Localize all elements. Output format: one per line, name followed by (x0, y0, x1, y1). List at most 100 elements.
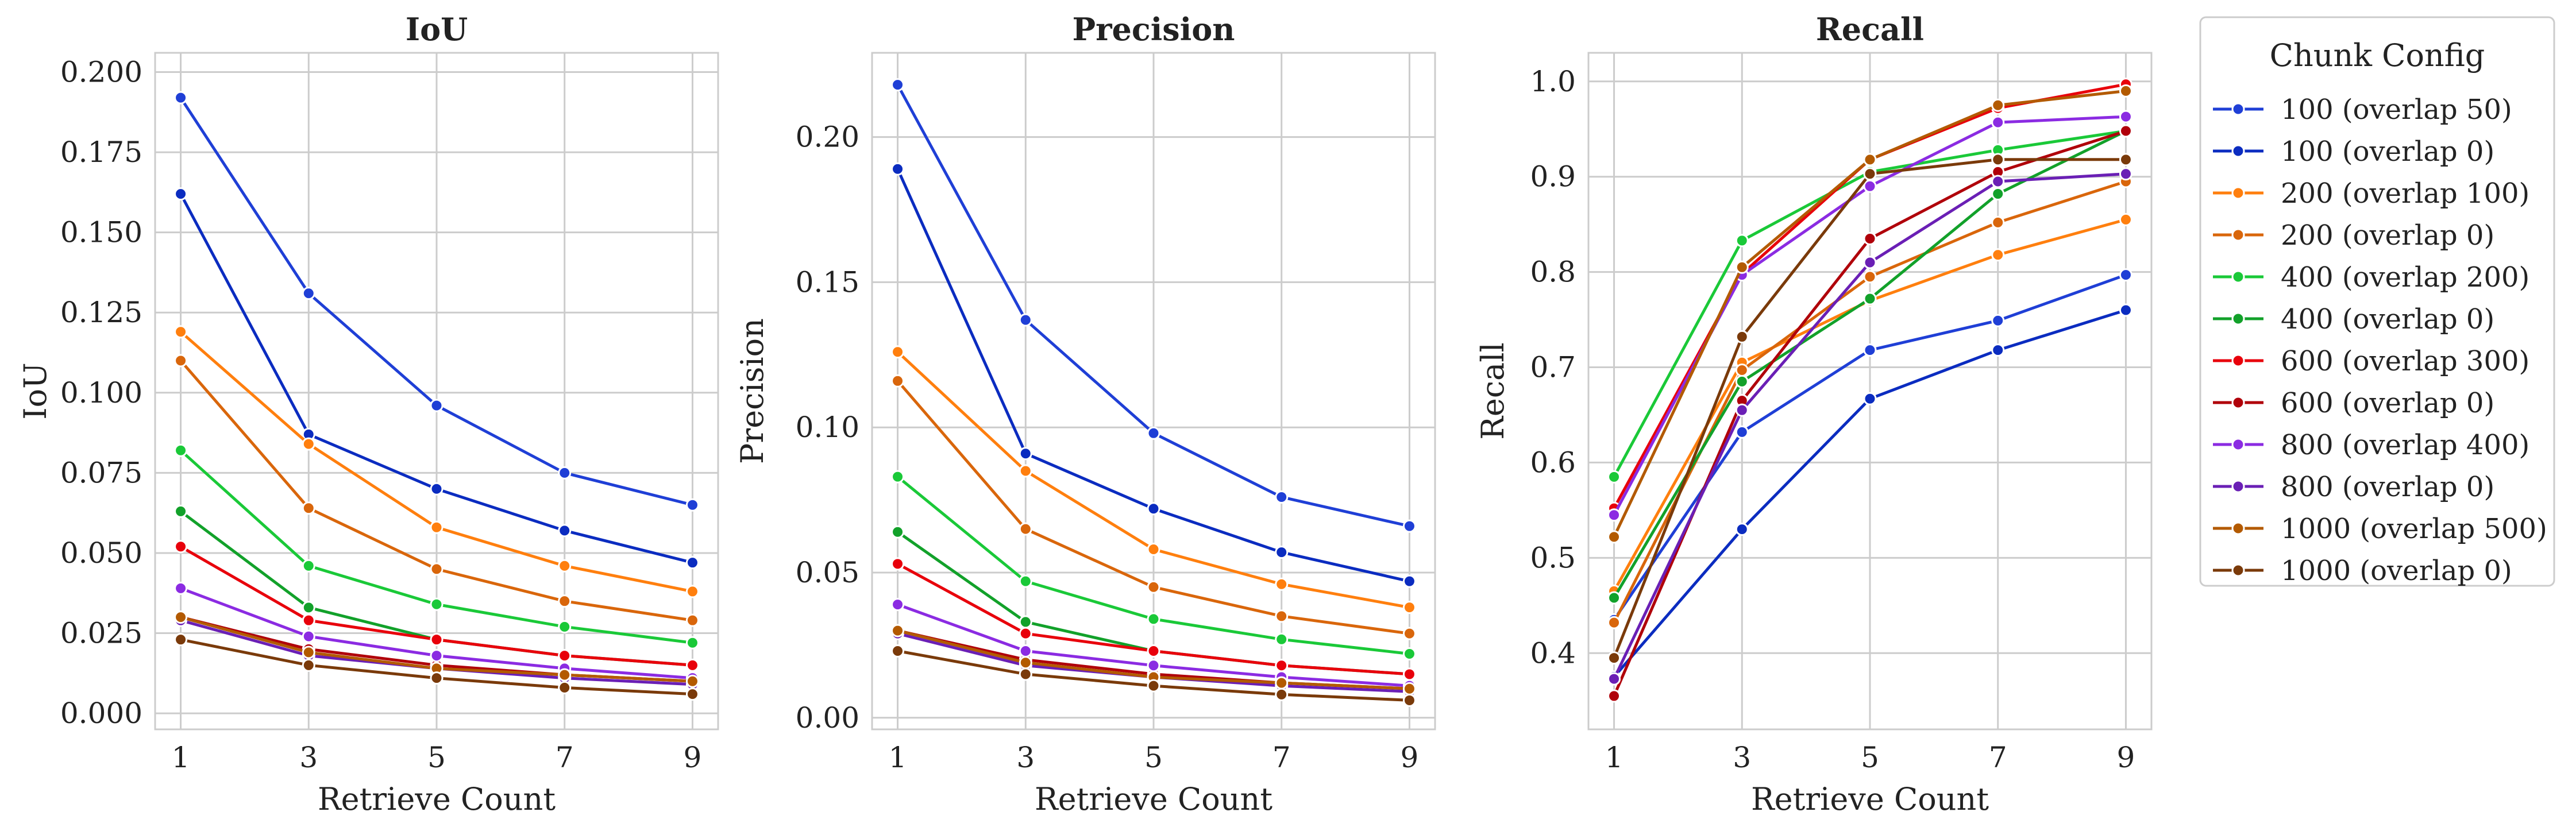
data-point (1275, 609, 1289, 623)
data-point (891, 78, 905, 92)
data-point (1607, 651, 1621, 665)
data-point (302, 613, 315, 627)
data-point (891, 644, 905, 658)
legend-entry: 600 (overlap 300) (2281, 345, 2529, 377)
legend-entry: 200 (overlap 0) (2281, 219, 2494, 252)
x-tick-label: 7 (1272, 741, 1291, 774)
x-tick-label: 3 (299, 741, 318, 774)
data-point (558, 466, 572, 480)
data-point (1147, 580, 1160, 594)
legend-entry: 100 (overlap 0) (2281, 136, 2494, 168)
y-tick-label: 0.05 (796, 556, 859, 589)
data-point (302, 646, 315, 659)
legend-entry: 800 (overlap 400) (2281, 429, 2529, 461)
data-point (1735, 363, 1749, 377)
x-tick-label: 7 (556, 741, 574, 774)
y-tick-label: 0.15 (796, 265, 859, 299)
data-point (1402, 627, 1416, 640)
data-point (1402, 519, 1416, 533)
legend-swatch-marker (2231, 396, 2245, 409)
data-point (558, 559, 572, 573)
x-axis-label: Retrieve Count (1751, 781, 1989, 817)
data-point (1991, 343, 2005, 357)
x-tick-label: 9 (684, 741, 702, 774)
data-point (1735, 260, 1749, 274)
data-point (2119, 212, 2132, 226)
y-axis-label: Precision (734, 318, 770, 464)
data-point (685, 585, 699, 598)
x-tick-label: 1 (172, 741, 190, 774)
data-point (1863, 167, 1877, 181)
x-tick-label: 9 (2117, 741, 2135, 774)
data-point (1607, 689, 1621, 703)
data-point (174, 443, 188, 457)
data-point (1402, 601, 1416, 614)
data-point (1275, 687, 1289, 701)
y-axis-label: Recall (1475, 342, 1511, 440)
data-point (685, 687, 699, 701)
data-point (1735, 425, 1749, 439)
data-point (1147, 612, 1160, 626)
data-point (1991, 175, 2005, 188)
data-point (1147, 502, 1160, 516)
y-tick-label: 0.20 (796, 121, 859, 154)
data-point (1607, 470, 1621, 484)
data-point (1019, 522, 1032, 536)
legend-entry: 600 (overlap 0) (2281, 387, 2494, 419)
data-point (1275, 546, 1289, 559)
y-tick-label: 0.7 (1530, 351, 1576, 384)
data-point (1147, 426, 1160, 440)
data-point (1402, 693, 1416, 707)
data-point (1019, 667, 1032, 681)
data-point (891, 470, 905, 484)
legend-swatch-marker (2231, 354, 2245, 368)
y-tick-label: 0.050 (60, 536, 142, 570)
data-point (891, 557, 905, 571)
legend-swatch-marker (2231, 228, 2245, 242)
data-point (1019, 574, 1032, 588)
x-tick-label: 3 (1733, 741, 1751, 774)
y-tick-label: 0.150 (60, 216, 142, 249)
data-point (1607, 530, 1621, 544)
plot-frame (1587, 52, 2153, 730)
data-point (558, 524, 572, 538)
data-point (1275, 490, 1289, 504)
legend-entry: 1000 (overlap 500) (2281, 513, 2547, 545)
x-tick-label: 1 (889, 741, 907, 774)
data-point (1863, 292, 1877, 306)
data-point (1147, 543, 1160, 556)
y-tick-label: 0.6 (1530, 446, 1576, 479)
data-point (1147, 679, 1160, 693)
panel-recall: 0.4 0.5 0.6 0.7 0.8 0.9 1.0 1 3 5 7 9 Recall Retrieve… (1475, 11, 2153, 817)
data-point (2119, 303, 2132, 317)
data-point (891, 374, 905, 388)
data-point (558, 620, 572, 633)
data-point (1402, 667, 1416, 681)
data-point (1019, 313, 1032, 327)
y-tick-label: 0.075 (60, 456, 142, 489)
data-point (1991, 314, 2005, 327)
legend-swatch-marker (2231, 186, 2245, 200)
data-point (302, 559, 315, 573)
data-point (1275, 632, 1289, 646)
data-point (302, 658, 315, 672)
panel-title: Recall (1816, 11, 1924, 48)
legend-title: Chunk Config (2270, 37, 2485, 74)
x-tick-label: 3 (1016, 741, 1035, 774)
y-tick-label: 0.9 (1530, 160, 1576, 194)
data-point (1991, 115, 2005, 129)
data-point (430, 482, 444, 496)
y-tick-label: 0.200 (60, 55, 142, 88)
data-point (1735, 403, 1749, 417)
legend-swatch-marker (2231, 563, 2245, 577)
legend-entry: 200 (overlap 100) (2281, 177, 2529, 210)
data-point (174, 325, 188, 339)
data-point (302, 601, 315, 614)
data-point (1275, 577, 1289, 591)
x-tick-label: 5 (1144, 741, 1163, 774)
y-tick-label: 0.100 (60, 376, 142, 409)
data-point (891, 598, 905, 612)
data-point (430, 597, 444, 611)
data-point (1607, 616, 1621, 629)
data-point (2119, 84, 2132, 98)
